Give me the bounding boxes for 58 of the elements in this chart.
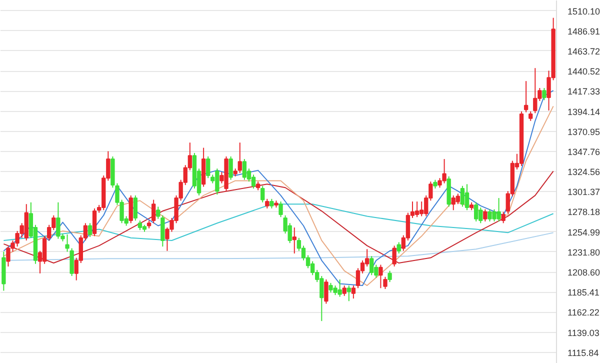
- candlestick: [383, 276, 388, 290]
- y-tick-label: 1301.37: [568, 187, 600, 198]
- y-tick-label: 1370.95: [568, 126, 600, 137]
- candlestick: [278, 200, 283, 218]
- candlestick: [414, 200, 420, 218]
- candlestick: [265, 198, 270, 209]
- candlestick: [542, 88, 546, 101]
- candlestick: [378, 264, 383, 289]
- candlestick: [128, 194, 133, 224]
- candlestick: [464, 184, 470, 211]
- candlestick: [528, 110, 533, 122]
- candlestick: [342, 285, 346, 296]
- candlestick: [310, 260, 315, 276]
- line-series: [8, 232, 554, 261]
- y-tick-label: 1394.14: [568, 106, 600, 117]
- y-tick-label: 1115.84: [568, 348, 599, 358]
- y-tick-label: 1139.03: [568, 328, 600, 338]
- candlestick: [456, 193, 460, 205]
- y-tick-label: 1324.56: [568, 167, 600, 178]
- candlestick: [242, 158, 247, 180]
- candlestick: [324, 278, 328, 304]
- candlestick: [133, 194, 138, 222]
- y-tick-label: 1185.41: [568, 288, 600, 298]
- candlestick: [238, 142, 242, 174]
- candlestick: [156, 206, 160, 220]
- candlestick: [228, 156, 233, 180]
- y-tick-label: 1417.33: [568, 86, 600, 97]
- candlestick: [270, 198, 274, 209]
- y-tick-label: 1231.80: [568, 247, 600, 258]
- candlestick: [260, 185, 265, 203]
- candlestick: [251, 174, 256, 189]
- candlestick: [388, 270, 392, 283]
- candlestick: [392, 245, 396, 267]
- candlestick: [92, 208, 97, 237]
- line-series: [3, 170, 554, 264]
- candlestick: [460, 185, 465, 208]
- candlestick: [346, 285, 351, 302]
- y-tick-label: 1486.91: [568, 26, 600, 36]
- y-tick-label: 1278.18: [568, 207, 600, 218]
- candlestick: [160, 214, 165, 248]
- candlestick: [396, 242, 401, 254]
- candlestick: [524, 80, 528, 113]
- candlestick: [483, 208, 488, 222]
- candlestick: [88, 222, 92, 238]
- y-tick-label: 1254.99: [568, 227, 600, 238]
- candlestick: [151, 199, 156, 224]
- y-tick-label: 1440.52: [568, 66, 600, 77]
- y-tick-label: 1510.10: [568, 6, 600, 16]
- y-tick-label: 1162.22: [568, 308, 600, 318]
- candlestick: [351, 285, 356, 300]
- candlestick: [501, 211, 506, 224]
- y-tick-label: 1463.72: [568, 46, 600, 56]
- candlestick: [474, 202, 478, 222]
- candlestick: [206, 156, 210, 179]
- y-tick-label: 1347.76: [568, 146, 600, 157]
- y-tick-label: 1208.60: [568, 268, 600, 278]
- candlestick: [292, 226, 296, 254]
- candlestick: [138, 220, 142, 231]
